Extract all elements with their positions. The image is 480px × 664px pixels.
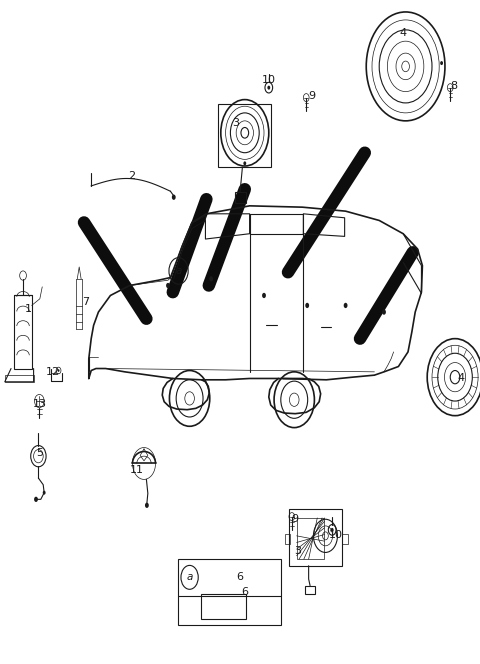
Circle shape <box>145 503 149 508</box>
Circle shape <box>267 86 270 90</box>
Text: 4: 4 <box>457 373 464 384</box>
Circle shape <box>34 497 38 502</box>
Circle shape <box>166 283 170 288</box>
Text: 13: 13 <box>33 398 47 409</box>
Circle shape <box>43 491 46 495</box>
Bar <box>5 375 34 382</box>
Text: 10: 10 <box>262 74 276 85</box>
Bar <box>218 104 271 167</box>
Circle shape <box>58 369 60 372</box>
Bar <box>14 295 32 369</box>
Bar <box>235 192 246 203</box>
Circle shape <box>331 528 334 532</box>
Text: 7: 7 <box>82 297 89 307</box>
Text: 9: 9 <box>292 514 299 525</box>
Bar <box>178 559 281 625</box>
Text: 5: 5 <box>36 448 43 458</box>
Circle shape <box>440 61 443 65</box>
Text: 11: 11 <box>130 465 144 475</box>
Text: 2: 2 <box>129 171 135 181</box>
Circle shape <box>262 293 266 298</box>
Text: 3: 3 <box>232 118 239 128</box>
Bar <box>342 534 348 544</box>
Text: 12: 12 <box>46 367 60 377</box>
Text: 4: 4 <box>400 28 407 39</box>
Bar <box>201 594 246 619</box>
Bar <box>285 534 290 544</box>
Text: a: a <box>175 266 182 276</box>
Circle shape <box>305 303 309 308</box>
Text: 10: 10 <box>329 529 343 540</box>
Text: 6: 6 <box>241 587 248 598</box>
Text: 3: 3 <box>294 546 301 556</box>
Circle shape <box>209 276 213 282</box>
Text: 6: 6 <box>237 572 243 582</box>
Circle shape <box>382 309 386 315</box>
Text: 8: 8 <box>450 81 457 92</box>
Bar <box>289 509 342 566</box>
Text: 1: 1 <box>24 303 31 314</box>
Circle shape <box>344 303 348 308</box>
Text: a: a <box>186 572 193 582</box>
Circle shape <box>243 161 246 165</box>
Circle shape <box>172 195 176 200</box>
Bar <box>305 586 315 594</box>
Text: 9: 9 <box>309 91 315 102</box>
Bar <box>297 518 324 559</box>
